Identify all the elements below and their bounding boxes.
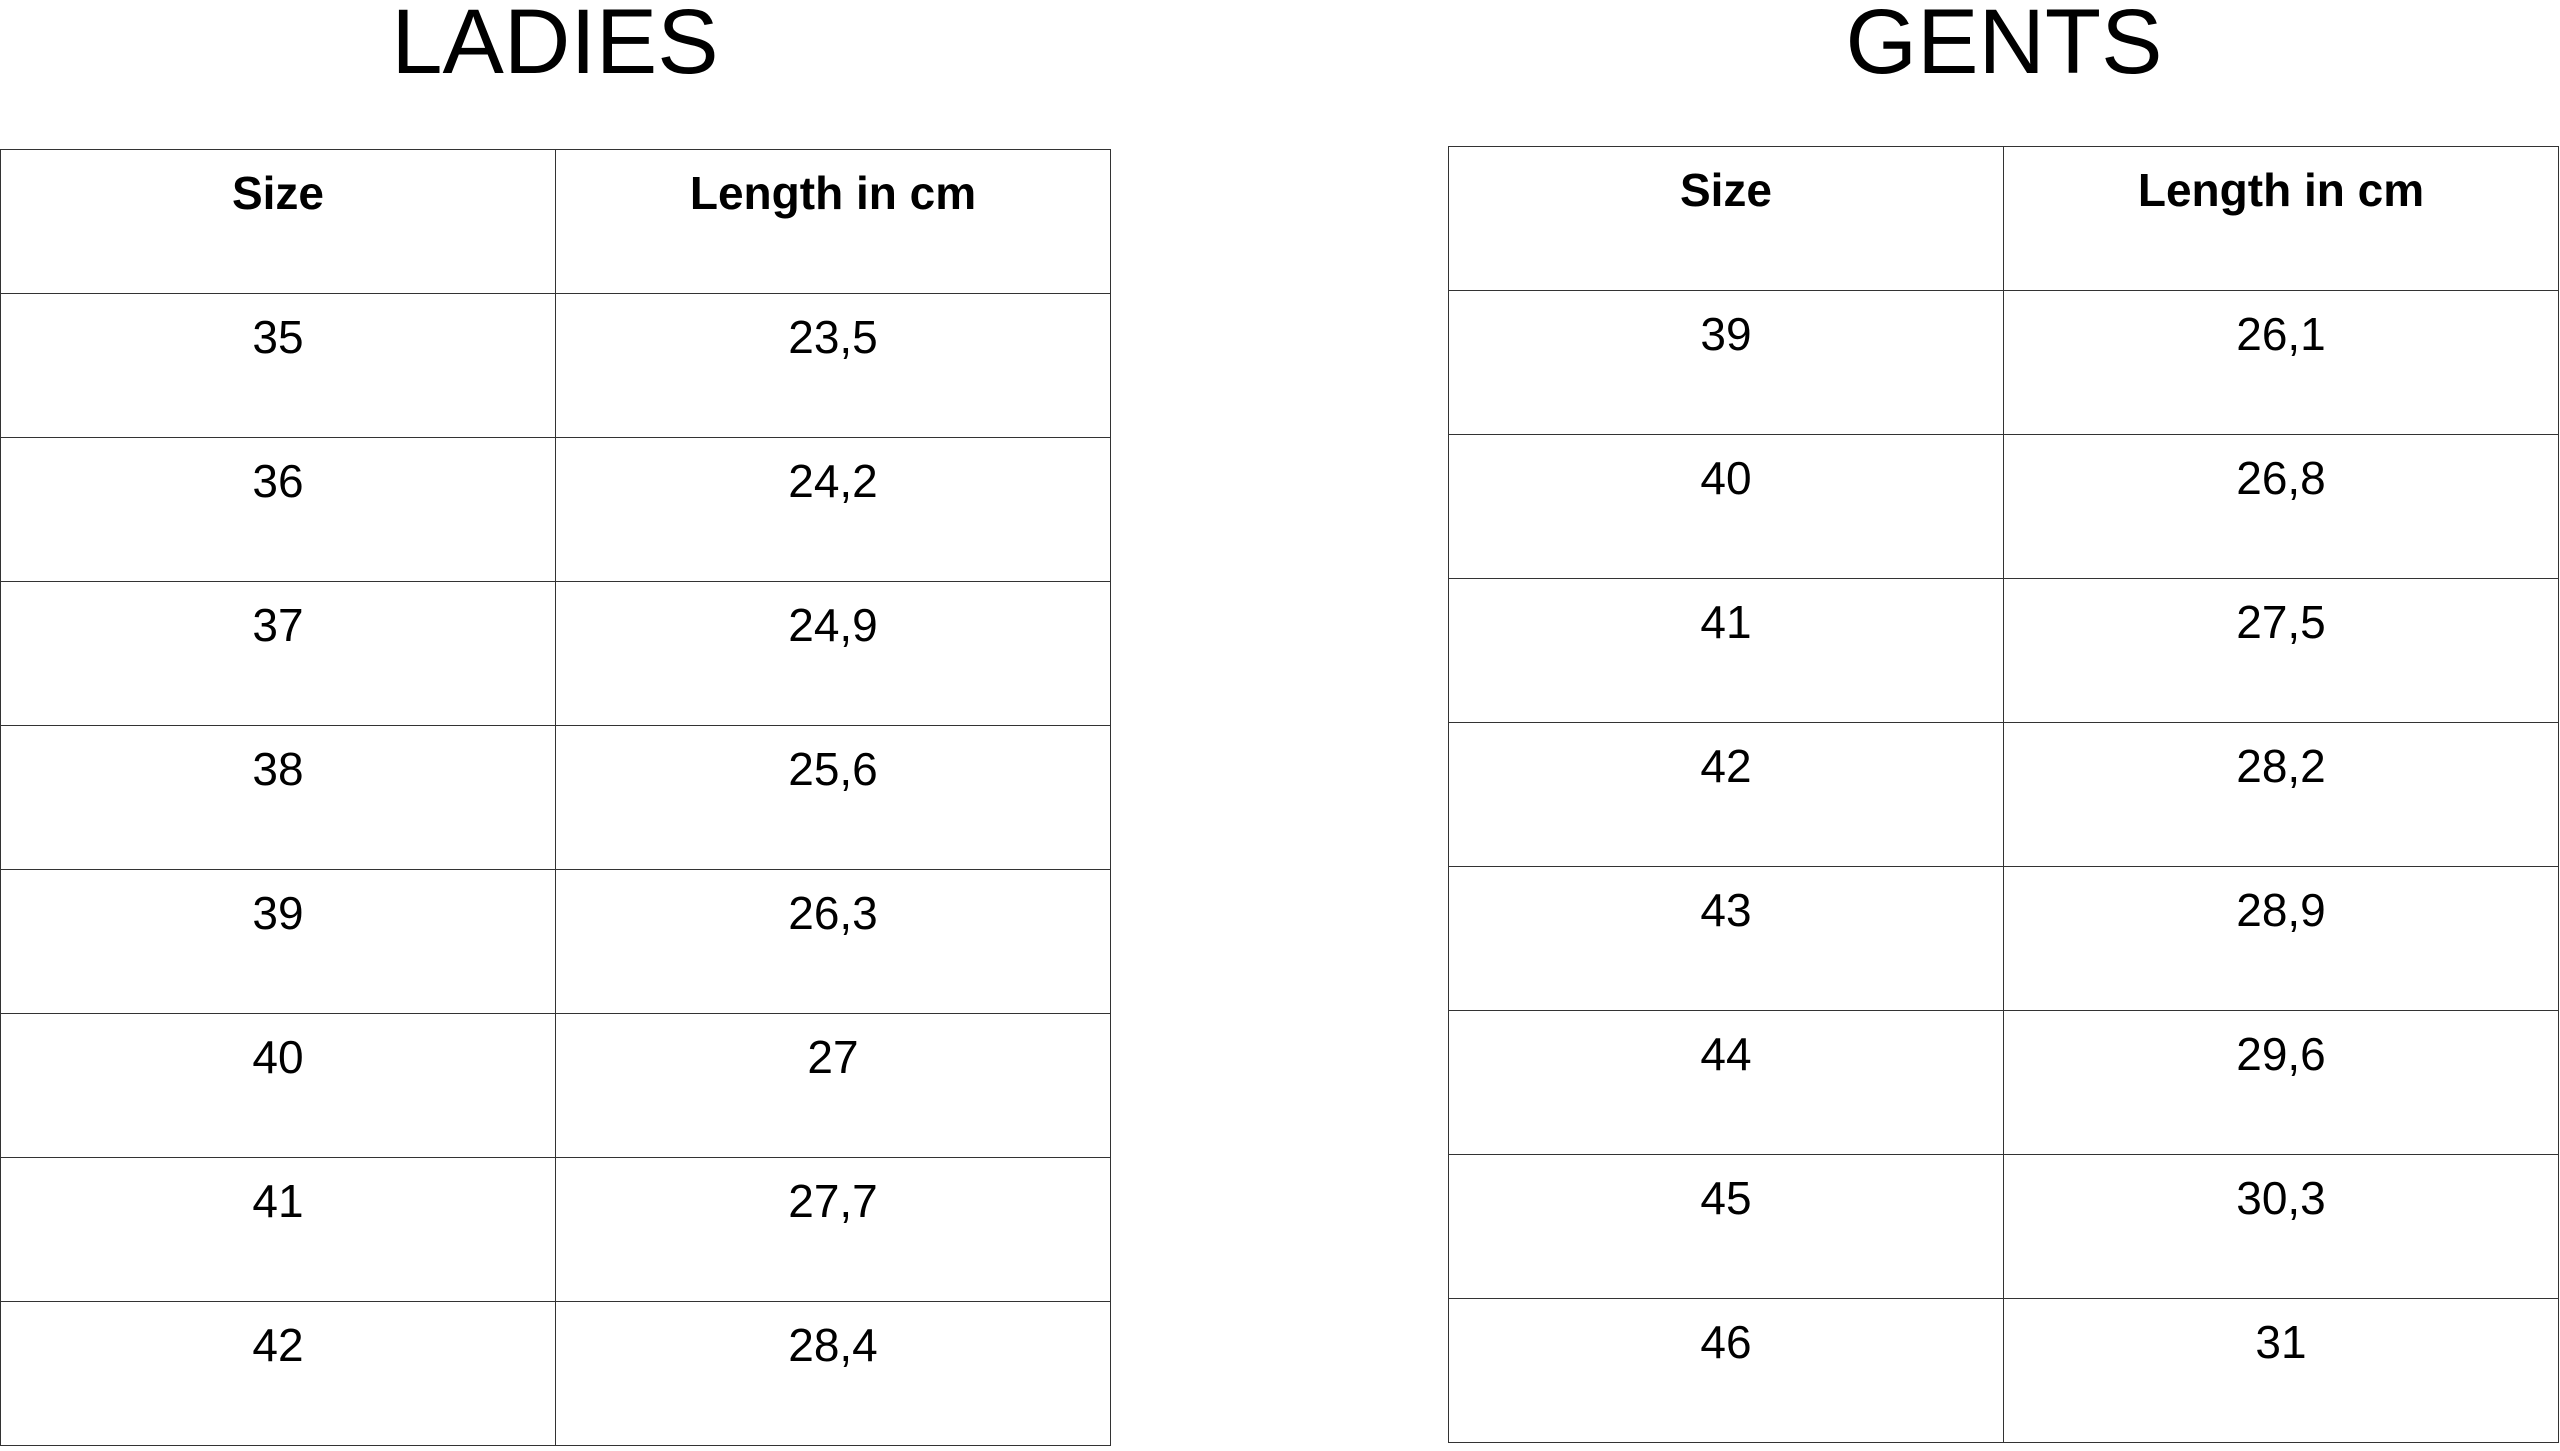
gents-size-table: Size Length in cm 39 26,1 40 26,8 41 27,… [1448, 146, 2559, 1443]
table-row: 42 28,4 [0, 1301, 1111, 1446]
size-cell: 43 [1448, 866, 2004, 1011]
length-cell: 27,7 [555, 1157, 1111, 1302]
length-cell: 25,6 [555, 725, 1111, 870]
table-row: 41 27,5 [1448, 578, 2559, 723]
length-cell: 28,4 [555, 1301, 1111, 1446]
size-cell: 37 [0, 581, 556, 726]
size-cell: 44 [1448, 1010, 2004, 1155]
size-cell: 39 [0, 869, 556, 1014]
size-cell: 36 [0, 437, 556, 582]
size-cell: 42 [1448, 722, 2004, 867]
table-row: 40 27 [0, 1013, 1111, 1158]
table-row: 45 30,3 [1448, 1154, 2559, 1299]
length-column-header: Length in cm [555, 149, 1111, 294]
length-cell: 31 [2003, 1298, 2559, 1443]
length-cell: 30,3 [2003, 1154, 2559, 1299]
length-cell: 29,6 [2003, 1010, 2559, 1155]
size-cell: 41 [0, 1157, 556, 1302]
ladies-size-table: Size Length in cm 35 23,5 36 24,2 37 24,… [0, 149, 1111, 1446]
length-cell: 24,2 [555, 437, 1111, 582]
size-column-header: Size [0, 149, 556, 294]
length-cell: 26,1 [2003, 290, 2559, 435]
length-column-header: Length in cm [2003, 146, 2559, 291]
table-row: 46 31 [1448, 1298, 2559, 1443]
size-cell: 46 [1448, 1298, 2004, 1443]
table-header-row: Size Length in cm [1448, 146, 2559, 291]
size-cell: 40 [0, 1013, 556, 1158]
length-cell: 28,2 [2003, 722, 2559, 867]
size-cell: 41 [1448, 578, 2004, 723]
length-cell: 23,5 [555, 293, 1111, 438]
size-cell: 42 [0, 1301, 556, 1446]
table-row: 35 23,5 [0, 293, 1111, 438]
table-row: 42 28,2 [1448, 722, 2559, 867]
size-cell: 40 [1448, 434, 2004, 579]
gents-title: GENTS [1845, 0, 2163, 93]
table-row: 43 28,9 [1448, 866, 2559, 1011]
table-row: 38 25,6 [0, 725, 1111, 870]
table-row: 44 29,6 [1448, 1010, 2559, 1155]
table-row: 36 24,2 [0, 437, 1111, 582]
length-cell: 27,5 [2003, 578, 2559, 723]
size-cell: 39 [1448, 290, 2004, 435]
table-header-row: Size Length in cm [0, 149, 1111, 294]
table-row: 39 26,3 [0, 869, 1111, 1014]
length-cell: 26,3 [555, 869, 1111, 1014]
ladies-title: LADIES [391, 0, 719, 93]
size-column-header: Size [1448, 146, 2004, 291]
size-cell: 35 [0, 293, 556, 438]
length-cell: 28,9 [2003, 866, 2559, 1011]
table-row: 39 26,1 [1448, 290, 2559, 435]
size-cell: 45 [1448, 1154, 2004, 1299]
length-cell: 27 [555, 1013, 1111, 1158]
length-cell: 24,9 [555, 581, 1111, 726]
size-cell: 38 [0, 725, 556, 870]
table-row: 37 24,9 [0, 581, 1111, 726]
length-cell: 26,8 [2003, 434, 2559, 579]
table-row: 41 27,7 [0, 1157, 1111, 1302]
table-row: 40 26,8 [1448, 434, 2559, 579]
